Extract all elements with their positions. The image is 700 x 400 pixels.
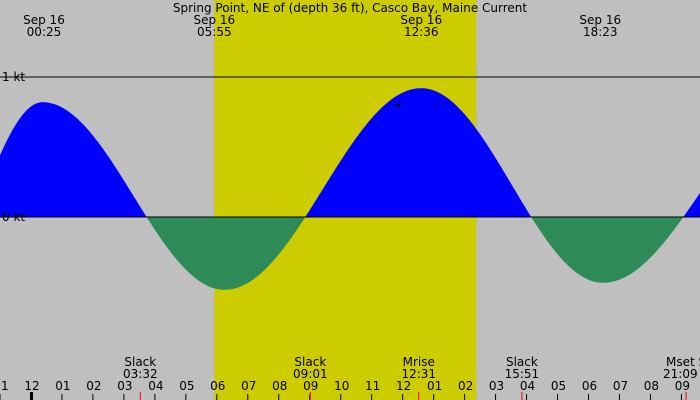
- flood-current-area: [0, 88, 700, 217]
- hour-tick-label: 10: [334, 379, 349, 393]
- hour-tick-layer: 11 12 01 02 03 04 05 06 07 08 09 10 11 12 01 02 03 04 05 06…: [0, 379, 690, 400]
- y-reference-label: 0 kt: [2, 210, 25, 224]
- reference-line-layer: 1 kt 0 kt: [0, 70, 700, 224]
- hour-tick-label: 07: [241, 379, 256, 393]
- event-time-label: 15:51: [505, 367, 540, 381]
- top-time-label: 12:36: [404, 25, 439, 39]
- event-name-label: Mrise: [403, 355, 435, 369]
- hour-tick-label: 08: [644, 379, 659, 393]
- top-date-label: Sep 16: [193, 13, 235, 27]
- current-time-marker: [394, 101, 403, 109]
- ebb-current-area: [0, 217, 700, 290]
- hour-tick-label: 05: [179, 379, 194, 393]
- hour-tick-label: 07: [613, 379, 628, 393]
- top-time-label: 00:25: [27, 25, 62, 39]
- hour-tick-label: 03: [117, 379, 132, 393]
- hour-tick-label: 02: [86, 379, 101, 393]
- hour-tick-label: 12: [396, 379, 411, 393]
- hour-tick-label: 09: [303, 379, 318, 393]
- event-time-label: 09:01: [293, 367, 328, 381]
- midnight-tick: [29, 392, 33, 400]
- bottom-event-layer: Slack03:32Slack09:01Mrise12:31Slack15:51…: [123, 355, 700, 381]
- current-area-layer: [0, 88, 700, 290]
- event-name-label: Slack: [124, 355, 156, 369]
- event-name-label: Slack: [506, 355, 538, 369]
- hour-tick-label: 04: [148, 379, 163, 393]
- top-date-label: Sep 16: [400, 13, 442, 27]
- y-reference-label: 1 kt: [2, 70, 25, 84]
- top-date-label: Sep 16: [23, 13, 65, 27]
- hour-tick-label: 03: [489, 379, 504, 393]
- event-time-label: 03:32: [123, 367, 158, 381]
- hour-tick-label: 06: [210, 379, 225, 393]
- hour-tick-label: 08: [272, 379, 287, 393]
- top-time-label: 05:55: [197, 25, 232, 39]
- hour-tick-label: 11: [365, 379, 380, 393]
- event-time-label: 12:31: [401, 367, 436, 381]
- hour-tick-label: 01: [427, 379, 442, 393]
- hour-tick-label: 12: [24, 379, 39, 393]
- chart-title: Spring Point, NE of (depth 36 ft), Casco…: [173, 1, 528, 15]
- hour-tick-label: 06: [582, 379, 597, 393]
- hour-tick-label: 01: [55, 379, 70, 393]
- top-date-label: Sep 16: [579, 13, 621, 27]
- event-name-label: Mset S: [666, 355, 700, 369]
- hour-tick-label: 11: [0, 379, 9, 393]
- top-time-label: 18:23: [583, 25, 618, 39]
- hour-tick-label: 05: [551, 379, 566, 393]
- event-time-label: 21:09 2: [663, 367, 700, 381]
- hour-tick-label: 02: [458, 379, 473, 393]
- hour-tick-label: 09: [675, 379, 690, 393]
- event-name-label: Slack: [294, 355, 326, 369]
- hour-tick-label: 04: [520, 379, 535, 393]
